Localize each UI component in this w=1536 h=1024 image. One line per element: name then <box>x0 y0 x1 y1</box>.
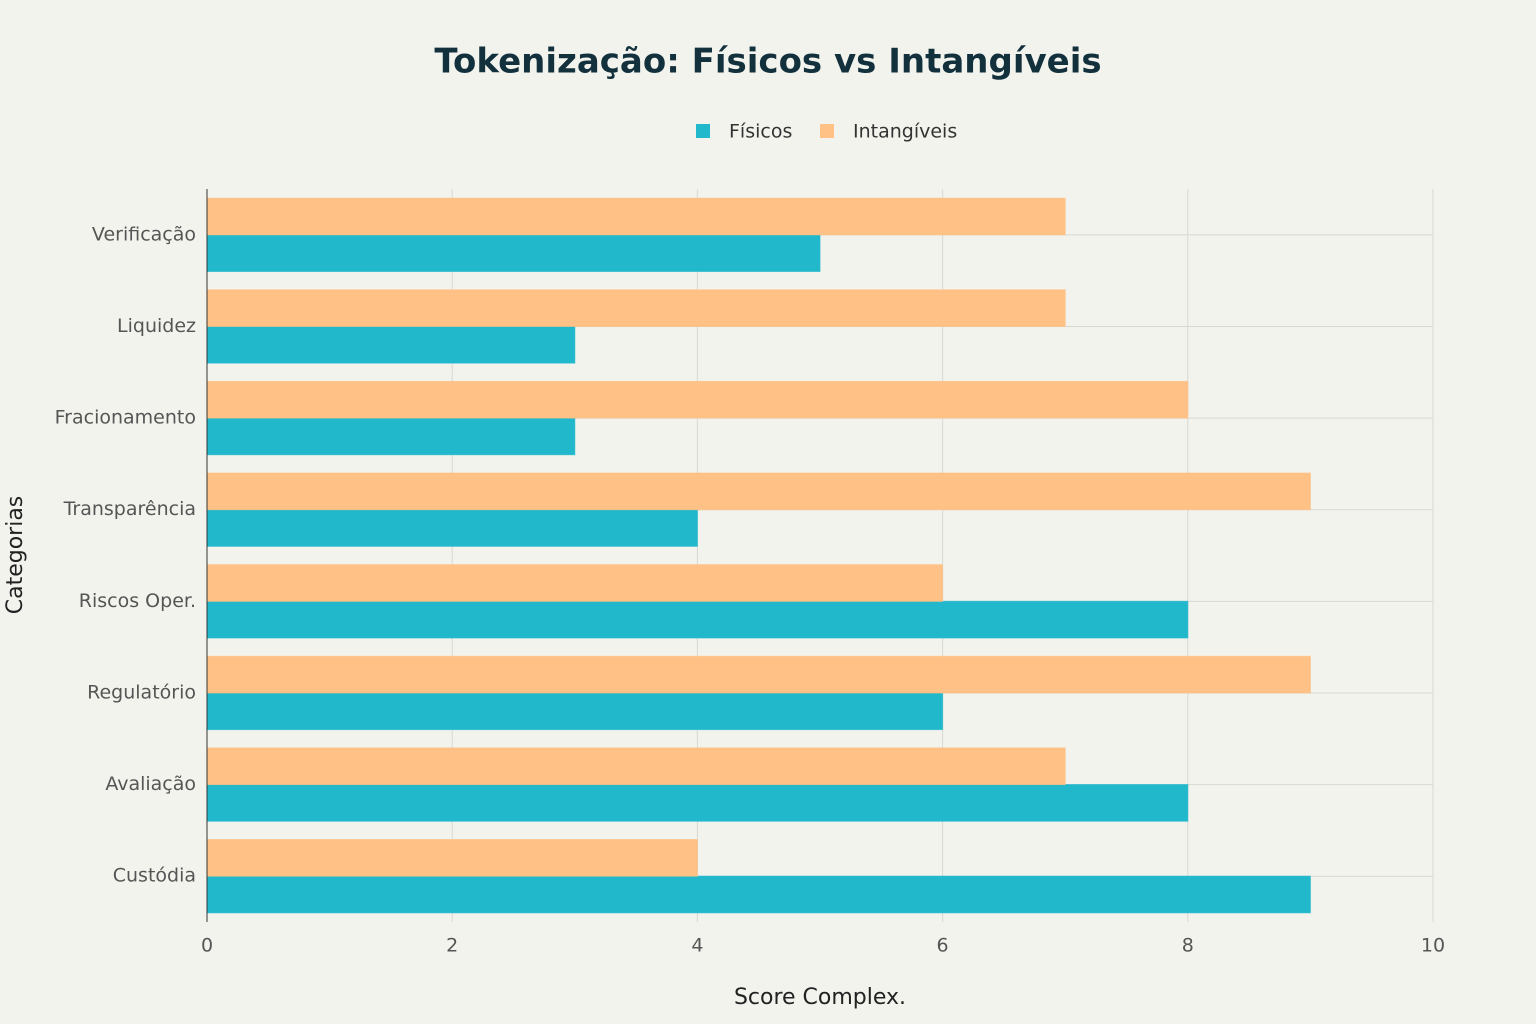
bar <box>206 325 576 364</box>
y-tick-label: Custódia <box>113 865 196 887</box>
bar <box>206 234 821 272</box>
legend-swatch <box>820 124 834 138</box>
x-tick-label: 2 <box>446 935 458 957</box>
bar <box>206 380 1189 419</box>
y-tick-label: Avaliação <box>105 773 196 795</box>
x-tick-label: 4 <box>691 935 703 957</box>
y-tick-label: Fracionamento <box>55 407 196 429</box>
x-tick-label: 10 <box>1421 935 1445 957</box>
chart-title: Tokenização: Físicos vs Intangíveis <box>434 42 1101 82</box>
bar <box>206 472 1311 511</box>
x-tick-label: 0 <box>201 935 213 957</box>
y-axis-title: Categorias <box>3 496 28 615</box>
x-tick-label: 8 <box>1182 935 1194 957</box>
y-tick-label: Transparência <box>63 498 196 520</box>
legend-label: Intangíveis <box>853 121 957 143</box>
bar <box>206 600 1189 639</box>
y-tick-label: Liquidez <box>117 315 196 337</box>
bar <box>206 784 1189 822</box>
y-tick-label: Regulatório <box>87 681 196 703</box>
x-axis-title: Score Complex. <box>734 985 906 1010</box>
bar <box>206 747 1066 786</box>
bar <box>206 289 1066 327</box>
bar <box>206 509 698 547</box>
legend-swatch <box>696 124 710 138</box>
bar <box>206 197 1066 236</box>
y-tick-label: Riscos Oper. <box>79 590 196 612</box>
bar <box>206 564 944 602</box>
y-tick-label: Verificação <box>92 223 196 245</box>
bar <box>206 417 576 456</box>
bar <box>206 875 1311 914</box>
legend-label: Físicos <box>729 121 792 143</box>
bar <box>206 655 1311 694</box>
x-tick-label: 6 <box>937 935 949 957</box>
bar <box>206 839 698 877</box>
bar <box>206 692 944 731</box>
